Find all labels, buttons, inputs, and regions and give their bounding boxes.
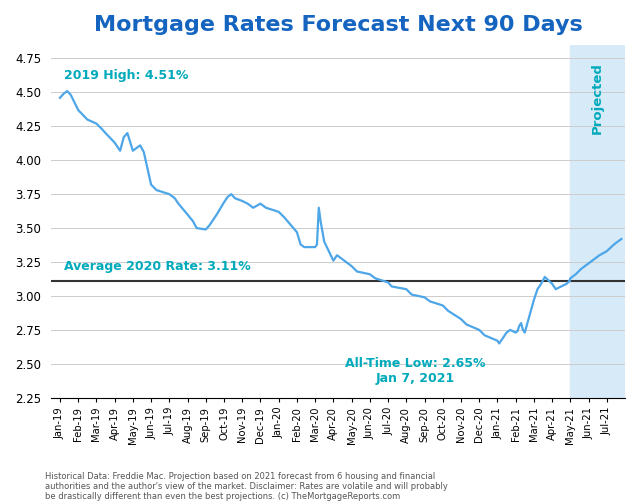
Text: All-Time Low: 2.65%
Jan 7, 2021: All-Time Low: 2.65% Jan 7, 2021	[345, 357, 486, 385]
Title: Mortgage Rates Forecast Next 90 Days: Mortgage Rates Forecast Next 90 Days	[93, 15, 582, 35]
Bar	[570, 45, 625, 398]
Text: 2019 High: 4.51%: 2019 High: 4.51%	[63, 69, 188, 82]
Text: Projected: Projected	[591, 62, 604, 135]
Text: Average 2020 Rate: 3.11%: Average 2020 Rate: 3.11%	[63, 260, 250, 273]
Text: Historical Data: Freddie Mac. Projection based on 2021 forecast from 6 housing a: Historical Data: Freddie Mac. Projection…	[45, 472, 447, 501]
